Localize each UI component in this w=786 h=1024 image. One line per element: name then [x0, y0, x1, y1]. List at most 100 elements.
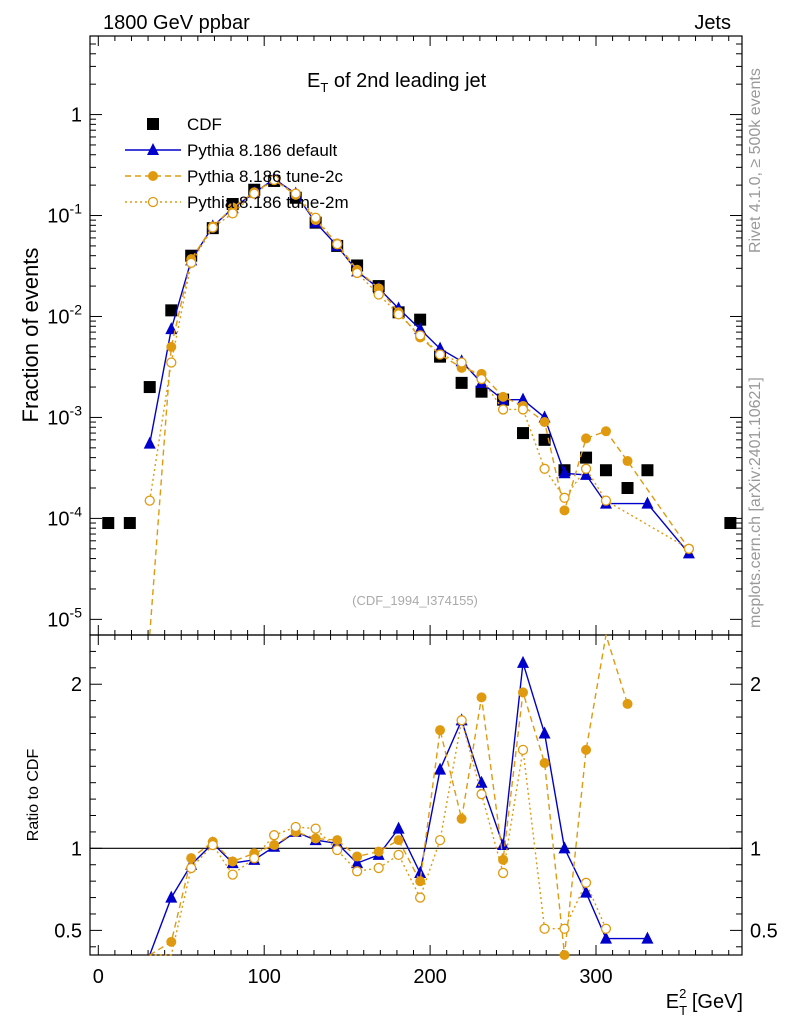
- ratio-series-1-point: [310, 833, 321, 844]
- main-series-3-point: [539, 463, 550, 474]
- main-series-1-point: [517, 392, 530, 405]
- main-series-1-point: [558, 466, 571, 479]
- main-series-0-point: [455, 376, 468, 389]
- main-series-0-point: [517, 427, 530, 440]
- x-tick-label: 200: [413, 966, 446, 988]
- main-series-3-point: [373, 289, 384, 300]
- main-series-0-point: [123, 517, 136, 530]
- ratio-series-2-point: [332, 844, 343, 856]
- main-series-3-point: [227, 208, 238, 219]
- main-series-0-point: [414, 313, 427, 326]
- ratio-frame: [89, 634, 743, 956]
- main-series-3-point: [290, 188, 301, 199]
- main-series-2-point: [559, 505, 570, 516]
- legend-marker: [147, 118, 159, 130]
- ratio-series-0-point: [538, 726, 551, 739]
- x-tick-label: 300: [579, 966, 612, 988]
- y-tick-label: 1: [71, 105, 82, 127]
- main-series-3-point: [144, 495, 155, 506]
- ratio-series-2-point: [539, 923, 550, 934]
- y-tick-label: 10-3: [47, 402, 82, 429]
- main-series-0-point: [621, 482, 634, 495]
- ratio-series-1-point: [456, 813, 467, 824]
- main-series-3-point: [600, 495, 612, 506]
- ratio-series-0-point: [497, 838, 510, 851]
- ratio-series-1-point: [186, 853, 197, 864]
- main-series-3-point: [476, 373, 487, 385]
- ratio-series-1-point: [518, 687, 529, 698]
- ratio-series-0-point: [165, 890, 178, 903]
- main-plot-title: ET of 2nd leading jet: [307, 70, 487, 95]
- ratio-series-1-point: [373, 846, 384, 857]
- main-series-1-point: [143, 436, 156, 449]
- ratio-series-1-point: [435, 725, 446, 736]
- ratio-series-1-point: [559, 950, 570, 960]
- main-series-2-point: [622, 456, 633, 467]
- ratio-series-2-point: [580, 877, 592, 888]
- ratio-series-2-point: [456, 715, 467, 726]
- ratio-series-0-point: [641, 931, 654, 944]
- main-series-3-line: [149, 179, 690, 550]
- ratio-series-1-point: [498, 854, 509, 865]
- ratio-series-0-point: [392, 821, 405, 834]
- main-series-3-point: [559, 492, 570, 503]
- main-series-2-point: [600, 426, 611, 437]
- main-series-0-point: [165, 304, 178, 317]
- y-tick-label: 10-5: [47, 604, 82, 631]
- ratio-series-0-point: [599, 931, 612, 944]
- ratio-y-tick-label-right: 2: [750, 674, 761, 696]
- ratio-series-2-point: [207, 839, 218, 851]
- main-series-3-point: [269, 174, 280, 186]
- ratio-series-2-point: [497, 867, 509, 879]
- main-series-0-point: [102, 517, 115, 530]
- x-tick-label: 100: [248, 966, 281, 988]
- ratio-series-1-point: [352, 851, 363, 862]
- ratio-panel: 0 100 200 300 0.5 0.5 1 1 2 2: [54, 634, 778, 988]
- main-series-3-point: [310, 212, 321, 223]
- ratio-series-0-point: [414, 865, 427, 878]
- main-series-3-point: [434, 349, 446, 360]
- ratio-series-2-point: [310, 823, 321, 834]
- ratio-series-1-point: [539, 758, 550, 768]
- main-series-2-point: [539, 417, 550, 428]
- legend-marker: [147, 196, 159, 208]
- main-series-2-point: [498, 391, 509, 402]
- main-series-0-point: [475, 385, 488, 398]
- header-left: 1800 GeV ppbar: [103, 12, 250, 34]
- main-series-3-point: [456, 357, 467, 368]
- ratio-series-2-point: [227, 869, 238, 880]
- analysis-id: (CDF_1994_I374155): [352, 593, 478, 608]
- ratio-series-1-point: [622, 698, 633, 709]
- ratio-series-2-line: [149, 720, 607, 956]
- main-series-0-point: [641, 464, 654, 477]
- main-series-1-point: [165, 322, 178, 335]
- ratio-series-2-point: [517, 744, 529, 756]
- main-series-3-point: [249, 188, 260, 199]
- ratio-y-axis-label: Ratio to CDF: [25, 749, 42, 842]
- main-series-3-point: [351, 267, 363, 279]
- main-series-0-point: [580, 451, 593, 464]
- ratio-series-0-point: [580, 885, 593, 898]
- main-series-3-point: [683, 543, 695, 554]
- legend-label: Pythia 8.186 tune-2c: [187, 167, 343, 186]
- ratio-series-2-point: [351, 866, 363, 877]
- ratio-y-tick-label: 0.5: [54, 920, 82, 942]
- main-series-1-point: [641, 496, 654, 509]
- ratio-y-tick-label-right: 1: [750, 838, 761, 860]
- ratio-series-0-point: [517, 655, 530, 668]
- main-series-3-point: [332, 239, 343, 250]
- ratio-series-0-point: [351, 856, 364, 869]
- legend-marker: [148, 171, 158, 181]
- ratio-series-0-point: [558, 841, 571, 854]
- y-tick-label: 10-1: [47, 201, 82, 228]
- ratio-y-tick-label: 2: [71, 674, 82, 696]
- ratio-series-2-point: [434, 834, 446, 846]
- ratio-series-1-point: [269, 840, 280, 851]
- ratio-series-0-point: [475, 775, 488, 788]
- ratio-y-tick-label-right: 0.5: [750, 920, 778, 942]
- legend-label: Pythia 8.186 default: [187, 141, 338, 160]
- y-tick-label: 10-4: [47, 503, 82, 530]
- main-series-3-point: [517, 404, 529, 415]
- ratio-series-1-point: [393, 835, 404, 846]
- legend-label: Pythia 8.186 tune-2m: [187, 193, 349, 212]
